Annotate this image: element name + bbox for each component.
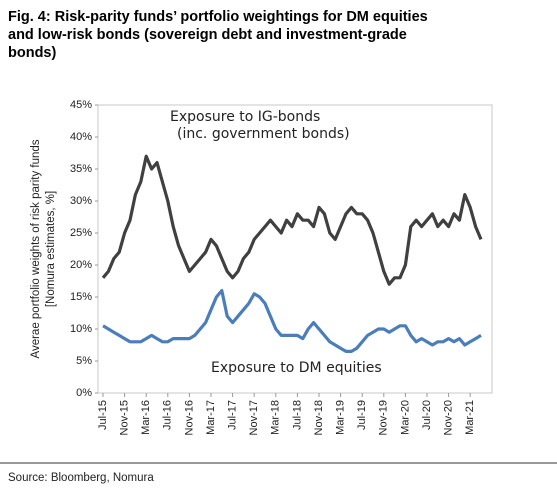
chart-title: Fig. 4: Risk-parity funds’ portfolio wei… [8,9,428,25]
y-axis-label: Averae portfolio weights of risk parity … [30,139,42,358]
series-annotation: Exposure to DM equities [211,360,382,376]
x-tick-label: Nov-15 [119,400,131,435]
source: Source: Bloomberg, Nomura [8,472,154,484]
x-tick-label: Jul-18 [291,400,303,430]
x-tick-label: Mar-17 [205,400,217,435]
y-tick-label: 25% [70,227,92,239]
x-tick-label: Jul-16 [162,400,174,430]
y-axis-label: [Nomura estimates, %] [45,191,57,307]
x-tick-label: Nov-16 [183,400,195,435]
y-tick-label: 30% [70,195,92,207]
chart-title: and low-risk bonds (sovereign debt and i… [8,27,407,43]
plot-frame [97,104,493,394]
y-tick-label: 40% [70,131,92,143]
x-tick-label: Mar-20 [399,400,411,435]
x-tick-label: Jul-19 [356,400,368,430]
x-tick-label: Jul-20 [421,400,433,430]
y-tick-label: 15% [70,291,92,303]
x-tick-label: Nov-20 [443,400,455,435]
y-tick-label: 45% [70,99,92,111]
y-tick-label: 5% [76,355,92,367]
y-tick-label: 0% [76,387,92,399]
x-tick-label: Mar-18 [270,400,282,435]
x-tick-label: Jul-15 [97,400,109,430]
chart-title: bonds) [8,45,56,61]
annotation: (inc. government bonds) [177,126,350,142]
y-tick-label: 20% [70,259,92,271]
x-tick-label: Mar-19 [335,400,347,435]
x-tick-label: Jul-17 [227,400,239,430]
x-tick-label: Nov-17 [248,400,260,435]
x-tick-label: Mar-21 [464,400,476,435]
y-tick-label: 35% [70,163,92,175]
series-annotation: Exposure to IG-bonds [170,109,320,125]
series-line [101,154,483,286]
x-tick-label: Nov-18 [313,400,325,435]
x-tick-label: Mar-16 [140,400,152,435]
y-tick-label: 10% [70,323,92,335]
x-tick-label: Nov-19 [378,400,390,435]
series-line [102,289,482,353]
